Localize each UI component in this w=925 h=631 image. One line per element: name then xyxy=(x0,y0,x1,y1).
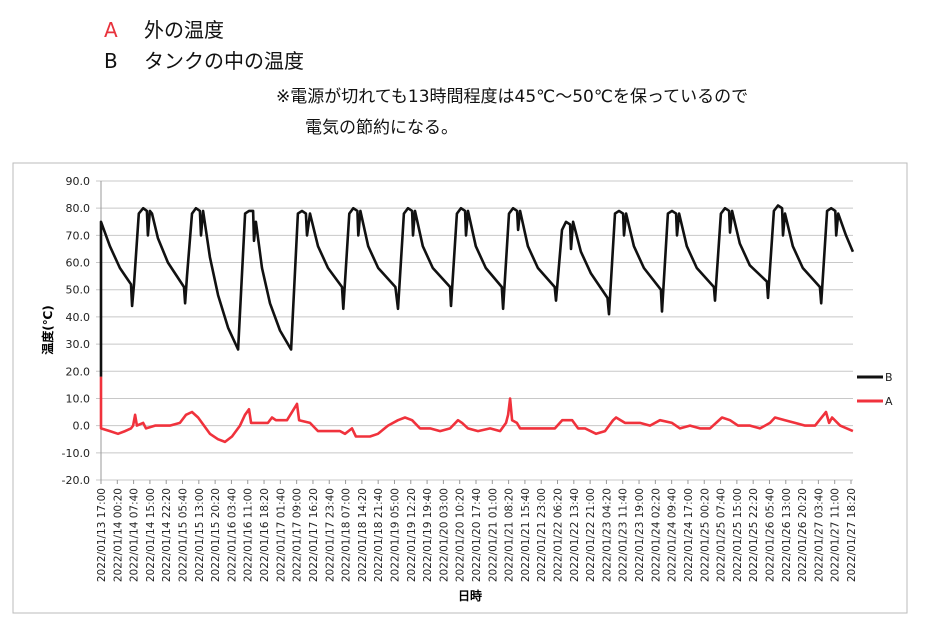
x-tick-label: 2022/01/27 18:20 xyxy=(846,488,858,582)
y-tick-label: 10.0 xyxy=(66,392,91,405)
x-tick-label: 2022/01/19 19:40 xyxy=(422,488,434,582)
x-ticks: 2022/01/13 17:00 2022/01/14 00:20 2022/01/… xyxy=(96,480,858,582)
x-tick-label: 2022/01/25 22:20 xyxy=(748,488,760,582)
x-tick-label: 2022/01/16 18:20 xyxy=(259,488,271,582)
x-tick-label: 2022/01/15 20:20 xyxy=(210,488,222,582)
x-tick-label: 2022/01/19 12:20 xyxy=(406,488,418,582)
x-tick-label: 2022/01/22 06:20 xyxy=(553,488,565,582)
x-tick-label: 2022/01/23 11:40 xyxy=(618,488,630,582)
x-tick-label: 2022/01/25 15:00 xyxy=(732,488,744,582)
y-axis-label: 温度(℃) xyxy=(40,305,55,355)
x-tick-label: 2022/01/24 09:40 xyxy=(667,488,679,582)
legend-label-a: A xyxy=(885,395,893,408)
x-axis-label: 日時 xyxy=(458,588,482,603)
y-tick-label: 90.0 xyxy=(66,175,91,188)
x-tick-label: 2022/01/23 19:00 xyxy=(634,488,646,582)
x-tick-label: 2022/01/18 07:00 xyxy=(341,488,353,582)
legend-note-b-text: タンクの中の温度 xyxy=(144,49,304,73)
x-tick-label: 2022/01/20 03:00 xyxy=(438,488,450,582)
x-tick-label: 2022/01/13 17:00 xyxy=(96,488,108,582)
x-tick-label: 2022/01/22 21:00 xyxy=(585,488,597,582)
x-tick-label: 2022/01/14 22:20 xyxy=(161,488,173,582)
x-tick-label: 2022/01/26 05:40 xyxy=(764,488,776,582)
x-tick-label: 2022/01/19 05:00 xyxy=(389,488,401,582)
legend: BA xyxy=(857,371,893,408)
y-tick-label: 60.0 xyxy=(66,257,91,270)
x-tick-label: 2022/01/14 00:20 xyxy=(112,488,124,582)
x-tick-label: 2022/01/16 11:00 xyxy=(243,488,255,582)
y-tick-label: 50.0 xyxy=(66,284,91,297)
x-tick-label: 2022/01/21 15:40 xyxy=(520,488,532,582)
legend-note-a-text: 外の温度 xyxy=(144,18,224,42)
y-tick-label: 80.0 xyxy=(66,202,91,215)
legend-note-b: B タンクの中の温度 xyxy=(104,45,304,74)
legend-label-b: B xyxy=(885,371,893,384)
x-tick-label: 2022/01/27 03:40 xyxy=(813,488,825,582)
y-ticks: 90.0 80.0 70.0 60.0 50.0 40.0 30.0 20.0 10.0 0.0 -… xyxy=(62,175,90,487)
note-line-1: ※電源が切れても13時間程度は45℃～50℃を保っているので xyxy=(276,87,749,107)
x-tick-label: 2022/01/17 23:40 xyxy=(324,488,336,582)
x-tick-label: 2022/01/26 20:20 xyxy=(797,488,809,582)
series-line-a xyxy=(99,376,854,444)
x-tick-label: 2022/01/21 01:00 xyxy=(487,488,499,582)
series xyxy=(99,204,855,444)
legend-note-a: A 外の温度 xyxy=(104,14,224,43)
chart-border xyxy=(12,162,908,614)
y-tick-label: 20.0 xyxy=(66,365,91,378)
y-tick-label: 30.0 xyxy=(66,338,91,351)
y-tick-label: 70.0 xyxy=(66,229,91,242)
x-tick-label: 2022/01/15 13:00 xyxy=(194,488,206,582)
x-tick-label: 2022/01/26 13:00 xyxy=(781,488,793,582)
note-line-2: 電気の節約になる。 xyxy=(305,118,458,138)
y-tick-label: 40.0 xyxy=(66,311,91,324)
series-line-b xyxy=(99,204,855,377)
x-tick-label: 2022/01/17 16:20 xyxy=(308,488,320,582)
y-tick-label: 0.0 xyxy=(73,420,91,433)
x-tick-label: 2022/01/16 03:40 xyxy=(226,488,238,582)
x-tick-label: 2022/01/27 11:00 xyxy=(830,488,842,582)
x-tick-label: 2022/01/17 09:00 xyxy=(292,488,304,582)
x-tick-label: 2022/01/24 02:20 xyxy=(650,488,662,582)
y-tick-label: -10.0 xyxy=(62,447,90,460)
x-tick-label: 2022/01/23 04:20 xyxy=(601,488,613,582)
x-tick-label: 2022/01/18 21:40 xyxy=(373,488,385,582)
x-tick-label: 2022/01/21 08:20 xyxy=(504,488,516,582)
x-tick-label: 2022/01/15 05:40 xyxy=(178,488,190,582)
x-tick-label: 2022/01/21 23:00 xyxy=(536,488,548,582)
x-tick-label: 2022/01/24 17:00 xyxy=(683,488,695,582)
x-tick-label: 2022/01/20 17:40 xyxy=(471,488,483,582)
legend-note-b-key: B xyxy=(104,49,118,73)
x-tick-label: 2022/01/17 01:40 xyxy=(275,488,287,582)
x-tick-label: 2022/01/14 07:40 xyxy=(129,488,141,582)
x-tick-label: 2022/01/20 10:20 xyxy=(455,488,467,582)
y-tick-label: -20.0 xyxy=(62,474,90,487)
x-tick-label: 2022/01/22 13:40 xyxy=(569,488,581,582)
grid xyxy=(96,180,853,484)
x-tick-label: 2022/01/14 15:00 xyxy=(145,488,157,582)
x-tick-label: 2022/01/18 14:20 xyxy=(357,488,369,582)
x-tick-label: 2022/01/25 00:20 xyxy=(699,488,711,582)
legend-note-a-key: A xyxy=(104,18,118,42)
x-tick-label: 2022/01/25 07:40 xyxy=(716,488,728,582)
